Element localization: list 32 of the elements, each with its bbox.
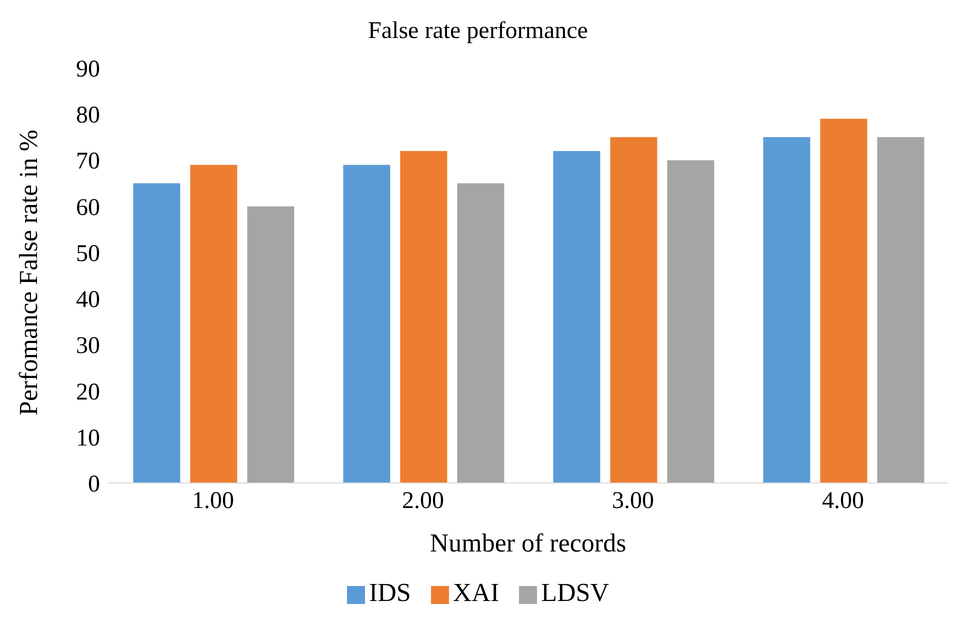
y-tick-label: 10 bbox=[76, 425, 100, 452]
y-tick-label: 40 bbox=[76, 287, 100, 314]
legend-label: XAI bbox=[452, 578, 500, 607]
y-tick-label: 80 bbox=[76, 102, 100, 129]
bar bbox=[190, 164, 238, 483]
x-tick-label: 3.00 bbox=[612, 488, 654, 514]
x-tick-label: 4.00 bbox=[822, 488, 864, 514]
bar bbox=[667, 160, 714, 483]
y-tick-label: 60 bbox=[76, 194, 100, 221]
y-tick-label: 30 bbox=[76, 333, 100, 360]
y-tick-label: 50 bbox=[76, 240, 100, 267]
x-tick-label: 2.00 bbox=[402, 488, 444, 514]
y-axis-title: Perfomance False rate in % bbox=[14, 130, 44, 416]
bar bbox=[610, 137, 658, 483]
bar bbox=[343, 164, 390, 483]
bar bbox=[247, 206, 294, 483]
y-tick-label: 90 bbox=[76, 56, 100, 83]
y-tick-label: 0 bbox=[88, 472, 100, 498]
chart-title: False rate performance bbox=[367, 18, 589, 45]
y-tick-label: 20 bbox=[76, 379, 100, 406]
bar bbox=[820, 118, 868, 483]
legend-label: IDS bbox=[368, 578, 411, 607]
x-tick-label: 1.00 bbox=[192, 488, 234, 514]
bar bbox=[763, 137, 810, 483]
bar bbox=[553, 151, 600, 483]
bar bbox=[457, 183, 504, 483]
bar bbox=[400, 151, 448, 483]
legend-label: LDSV bbox=[541, 578, 610, 607]
x-axis-title: Number of records bbox=[430, 528, 626, 558]
y-tick-label: 70 bbox=[76, 148, 100, 175]
bar bbox=[133, 183, 180, 483]
bar bbox=[877, 137, 924, 483]
